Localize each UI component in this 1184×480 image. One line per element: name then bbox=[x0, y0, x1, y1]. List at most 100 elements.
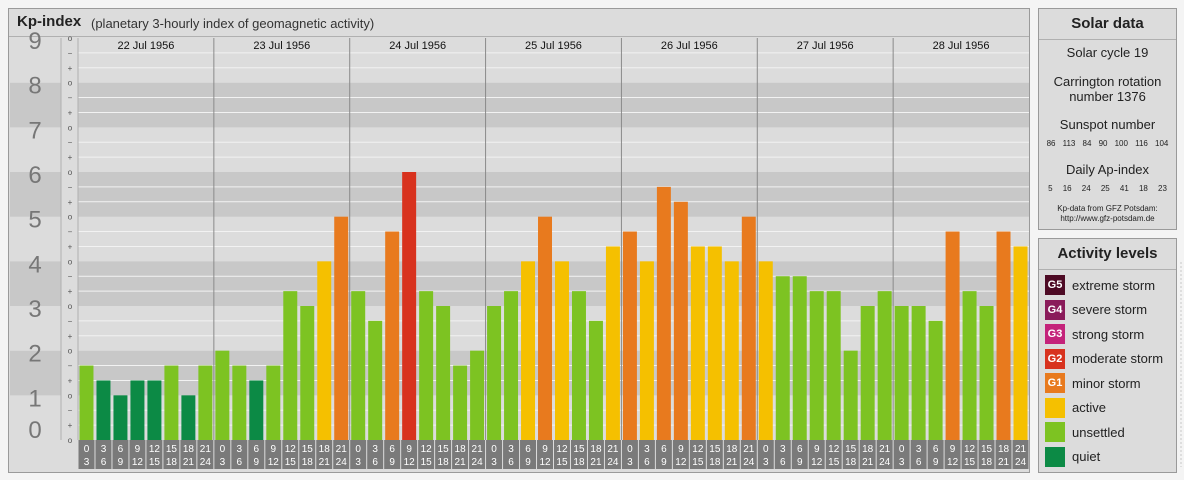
kp-bar bbox=[79, 365, 94, 440]
source-link[interactable]: http://www.gfz-potsdam.de bbox=[1060, 214, 1155, 223]
ap-value: 23 bbox=[1158, 184, 1167, 193]
kp-bar bbox=[877, 291, 892, 440]
interval-start-label: 3 bbox=[508, 444, 514, 455]
interval-start-label: 15 bbox=[709, 444, 721, 455]
interval-end-label: 12 bbox=[268, 457, 280, 468]
ap-value: 41 bbox=[1119, 184, 1129, 193]
legend-item: G1 minor storm bbox=[1045, 373, 1141, 393]
kp-sub-mark: + bbox=[68, 242, 73, 251]
interval-start-label: 12 bbox=[692, 444, 704, 455]
kp-sub-mark: o bbox=[68, 391, 73, 400]
kp-bar bbox=[164, 365, 179, 440]
legend-label: severe storm bbox=[1072, 302, 1148, 317]
kp-bar bbox=[368, 320, 383, 440]
kp-bar bbox=[300, 306, 315, 440]
interval-box bbox=[842, 440, 859, 469]
interval-end-label: 6 bbox=[644, 457, 650, 468]
interval-end-label: 18 bbox=[438, 457, 450, 468]
interval-start-label: 15 bbox=[166, 444, 178, 455]
interval-start-label: 18 bbox=[319, 444, 331, 455]
kp-band bbox=[78, 172, 1029, 217]
interval-box bbox=[655, 440, 672, 469]
interval-box bbox=[129, 440, 146, 469]
interval-start-label: 12 bbox=[421, 444, 433, 455]
interval-start-label: 15 bbox=[981, 444, 993, 455]
legend-swatch: G4 bbox=[1045, 299, 1065, 320]
interval-box bbox=[791, 440, 808, 469]
legend-label: active bbox=[1072, 400, 1106, 415]
interval-box bbox=[604, 440, 621, 469]
kp-sub-mark: o bbox=[68, 213, 73, 222]
legend-swatch bbox=[1045, 446, 1065, 467]
kp-sub-mark: o bbox=[68, 436, 73, 445]
interval-start-label: 3 bbox=[644, 444, 650, 455]
interval-box bbox=[859, 440, 876, 469]
interval-start-label: 21 bbox=[879, 444, 891, 455]
interval-end-label: 24 bbox=[472, 457, 484, 468]
interval-start-label: 21 bbox=[1015, 444, 1027, 455]
legend-item: unsettled bbox=[1045, 422, 1125, 442]
interval-start-label: 15 bbox=[845, 444, 857, 455]
interval-end-label: 3 bbox=[899, 457, 905, 468]
legend-swatch: G5 bbox=[1045, 275, 1065, 295]
kp-bar bbox=[690, 246, 705, 440]
interval-box bbox=[587, 440, 604, 469]
interval-box bbox=[265, 440, 282, 469]
interval-box bbox=[231, 440, 248, 469]
interval-start-label: 9 bbox=[271, 444, 277, 455]
kp-sub-mark: − bbox=[68, 272, 73, 281]
interval-end-label: 6 bbox=[372, 457, 378, 468]
interval-box bbox=[384, 440, 401, 469]
kp-bar bbox=[96, 380, 111, 440]
interval-end-label: 24 bbox=[879, 457, 891, 468]
kp-axis-label: 3 bbox=[28, 296, 41, 323]
legend-item: G4 severe storm bbox=[1045, 299, 1148, 320]
ap-value: 18 bbox=[1138, 184, 1148, 193]
interval-start-label: 6 bbox=[661, 444, 667, 455]
kp-axis-label: 4 bbox=[28, 251, 41, 278]
kp-sub-mark: + bbox=[68, 332, 73, 341]
interval-box bbox=[520, 440, 537, 469]
interval-box bbox=[706, 440, 723, 469]
ap-value: 25 bbox=[1100, 184, 1110, 193]
interval-end-label: 6 bbox=[237, 457, 243, 468]
kp-axis-label: 0 bbox=[28, 417, 41, 444]
kp-bar bbox=[181, 395, 196, 440]
interval-start-label: 0 bbox=[899, 444, 905, 455]
interval-end-label: 24 bbox=[1015, 457, 1027, 468]
interval-start-label: 18 bbox=[183, 444, 195, 455]
interval-box bbox=[672, 440, 689, 469]
interval-start-label: 18 bbox=[726, 444, 738, 455]
interval-start-label: 3 bbox=[372, 444, 378, 455]
kp-sub-mark: + bbox=[68, 108, 73, 117]
interval-box bbox=[995, 440, 1012, 469]
kp-bar bbox=[894, 306, 909, 440]
kp-bar bbox=[130, 380, 145, 440]
day-label: 28 Jul 1956 bbox=[933, 40, 990, 52]
kp-axis-label: 9 bbox=[28, 28, 41, 55]
interval-start-label: 6 bbox=[797, 444, 803, 455]
interval-start-label: 9 bbox=[950, 444, 956, 455]
y-label-band bbox=[10, 216, 61, 262]
sunspot-value: 113 bbox=[1062, 139, 1076, 148]
sunspot-value: 86 bbox=[1046, 139, 1056, 148]
y-label-band bbox=[10, 350, 61, 396]
legend-item: G3 strong storm bbox=[1045, 324, 1144, 344]
interval-box bbox=[78, 440, 95, 469]
sunspot-value: 84 bbox=[1082, 139, 1092, 148]
interval-start-label: 18 bbox=[998, 444, 1010, 455]
interval-end-label: 12 bbox=[539, 457, 551, 468]
interval-box bbox=[180, 440, 197, 469]
interval-box bbox=[570, 440, 587, 469]
interval-box bbox=[163, 440, 180, 469]
kp-bar bbox=[571, 291, 586, 440]
kp-sub-mark: − bbox=[68, 183, 73, 192]
activity-levels-title: Activity levels bbox=[1039, 239, 1176, 270]
interval-end-label: 15 bbox=[556, 457, 568, 468]
interval-end-label: 15 bbox=[285, 457, 297, 468]
kp-sub-mark: + bbox=[68, 287, 73, 296]
kp-sub-mark: + bbox=[68, 421, 73, 430]
interval-end-label: 9 bbox=[933, 457, 939, 468]
y-label-band bbox=[10, 172, 61, 217]
interval-box bbox=[740, 440, 757, 469]
